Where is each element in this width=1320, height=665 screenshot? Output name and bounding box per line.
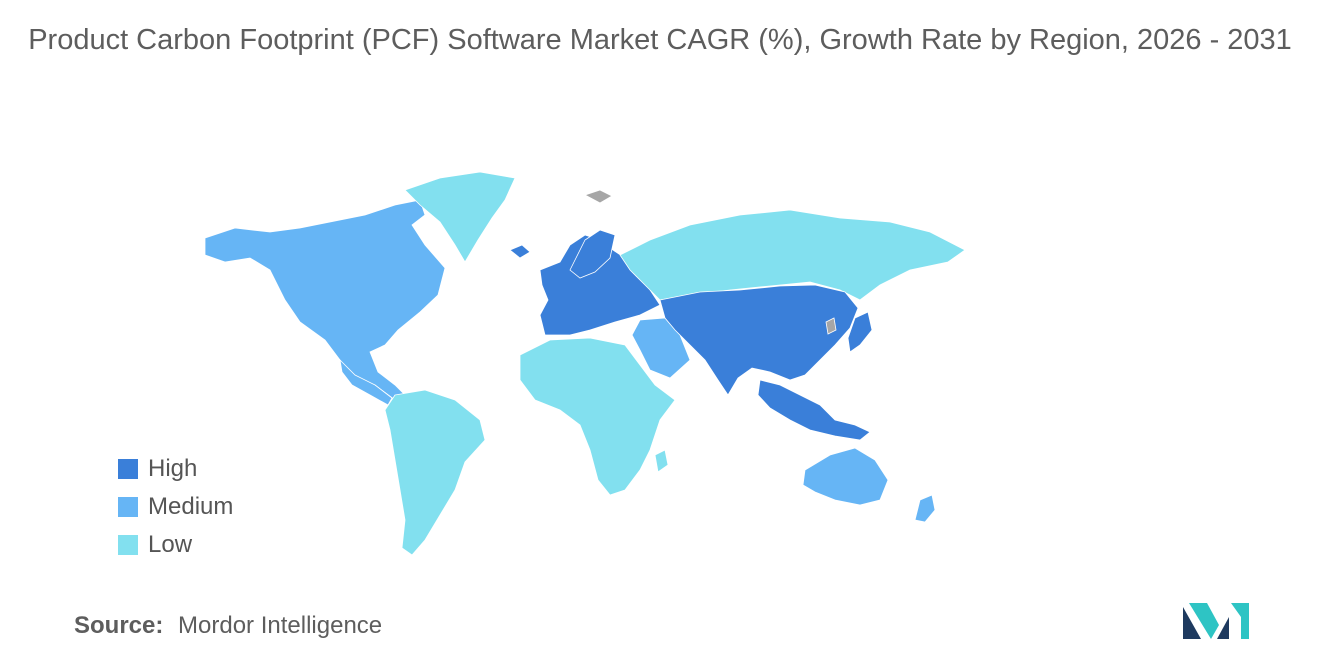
region-greenland[interactable] [404,171,516,263]
region-no-data-korea [825,317,837,335]
legend-label-low: Low [148,531,193,558]
legend-item-high[interactable]: High [118,450,233,488]
chart-title: Product Carbon Footprint (PCF) Software … [28,24,1292,56]
legend-item-low[interactable]: Low [118,526,233,564]
logo-shape-far [1231,603,1249,639]
source-line: Source: Mordor Intelligence [74,612,382,640]
legend-swatch-high [118,459,138,479]
logo-shape-left [1183,607,1201,639]
region-north-america[interactable] [204,199,446,401]
source-name: Mordor Intelligence [178,612,383,639]
legend-swatch-low [118,535,138,555]
region-madagascar[interactable] [654,449,669,473]
logo-shape-mid [1189,603,1219,639]
region-southeast-asia[interactable] [757,379,871,441]
legend-label-high: High [148,455,198,482]
region-asia[interactable] [659,284,859,396]
region-new-zealand[interactable] [914,494,936,523]
legend-label-medium: Medium [148,493,234,520]
region-australia[interactable] [802,447,889,506]
region-scandinavia[interactable] [569,229,616,279]
region-europe[interactable] [539,234,661,336]
logo-shape-right [1217,617,1229,639]
region-iceland[interactable] [509,244,531,259]
legend: High Medium Low [118,450,233,564]
source-label: Source: [74,612,164,639]
region-africa[interactable] [519,337,676,496]
region-japan[interactable] [847,311,873,353]
legend-item-medium[interactable]: Medium [118,488,233,526]
mordor-intelligence-logo-icon [1183,603,1249,639]
region-no-data-svalbard [583,189,613,204]
region-south-america[interactable] [384,389,486,556]
legend-swatch-medium [118,497,138,517]
